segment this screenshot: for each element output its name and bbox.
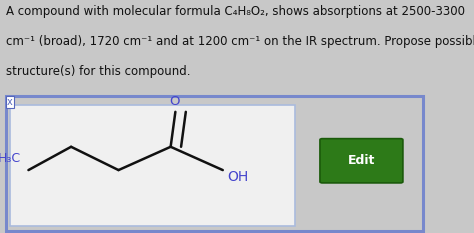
Text: structure(s) for this compound.: structure(s) for this compound. (6, 65, 190, 78)
Text: A compound with molecular formula C₄H₈O₂, shows absorptions at 2500-3300: A compound with molecular formula C₄H₈O₂… (6, 5, 465, 18)
FancyBboxPatch shape (320, 139, 403, 183)
FancyBboxPatch shape (10, 105, 295, 226)
Text: OH: OH (228, 170, 249, 184)
FancyBboxPatch shape (6, 96, 423, 231)
Text: H₃C: H₃C (0, 152, 21, 165)
Text: O: O (169, 95, 180, 108)
Text: cm⁻¹ (broad), 1720 cm⁻¹ and at 1200 cm⁻¹ on the IR spectrum. Propose possible: cm⁻¹ (broad), 1720 cm⁻¹ and at 1200 cm⁻¹… (6, 35, 474, 48)
Text: Edit: Edit (348, 154, 375, 167)
Text: x: x (7, 97, 13, 107)
